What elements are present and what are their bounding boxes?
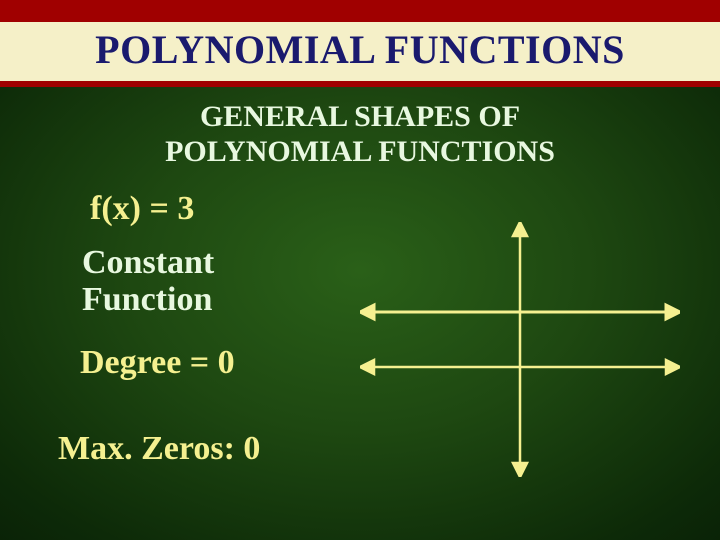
x-axis-arrow-left-icon (360, 360, 374, 374)
subtitle-line-2: POLYNOMIAL FUNCTIONS (165, 135, 555, 168)
slide-subtitle: GENERAL SHAPES OF POLYNOMIAL FUNCTIONS (0, 100, 720, 169)
zeros-label: Max. Zeros: 0 (58, 430, 260, 468)
function-arrow-left-icon (360, 305, 374, 319)
coordinate-graph (360, 222, 680, 477)
slide: POLYNOMIAL FUNCTIONS GENERAL SHAPES OF P… (0, 0, 720, 540)
function-type-line-2: Function (82, 281, 212, 318)
degree-label: Degree = 0 (80, 344, 235, 382)
slide-title: POLYNOMIAL FUNCTIONS (0, 26, 720, 73)
function-type-label: Constant Function (82, 244, 214, 319)
x-axis-arrow-right-icon (666, 360, 680, 374)
top-red-bar (0, 0, 720, 22)
y-axis-arrow-up-icon (513, 222, 527, 236)
title-band: POLYNOMIAL FUNCTIONS (0, 22, 720, 87)
y-axis-arrow-down-icon (513, 463, 527, 477)
equation-text: f(x) = 3 (90, 190, 194, 228)
subtitle-line-1: GENERAL SHAPES OF (200, 100, 520, 133)
function-arrow-right-icon (666, 305, 680, 319)
function-type-line-1: Constant (82, 244, 214, 281)
